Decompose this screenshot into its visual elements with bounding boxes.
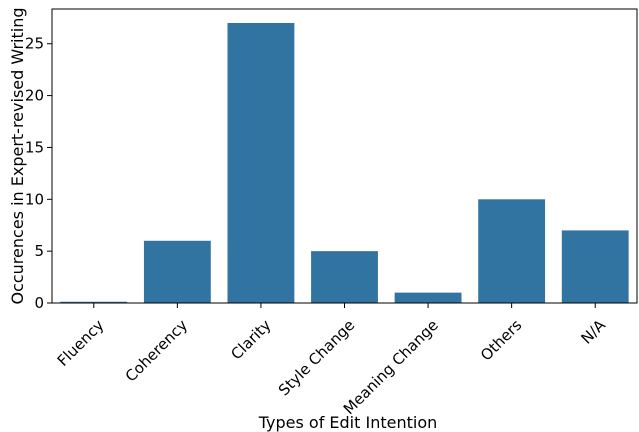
y-tick-label-15: 15 xyxy=(25,138,44,156)
y-axis-ticks: 0 5 10 15 20 25 xyxy=(25,35,52,312)
x-tick-label-coherency: Coherency xyxy=(122,316,191,385)
y-tick-label-10: 10 xyxy=(25,190,44,208)
bar-n-a xyxy=(561,230,629,303)
x-tick-label-others: Others xyxy=(477,316,526,365)
bar-style-change xyxy=(311,251,378,303)
bar-clarity xyxy=(227,23,295,303)
x-tick-label-clarity: Clarity xyxy=(227,316,274,363)
x-tick-label-fluency: Fluency xyxy=(54,316,108,370)
x-tick-label-n-a: N/A xyxy=(577,316,609,348)
x-axis-ticks: Fluency Coherency Clarity Style ChangeMeani… xyxy=(54,303,609,418)
y-tick-label-0: 0 xyxy=(34,294,44,312)
bar-coherency xyxy=(143,240,211,303)
y-tick-label-25: 25 xyxy=(25,35,44,53)
bar-others xyxy=(478,199,546,303)
bars-group xyxy=(60,23,629,304)
bar-meaning-change xyxy=(394,292,462,303)
x-tick-label-style-change: Style Change xyxy=(275,316,358,399)
plot-frame xyxy=(51,8,638,304)
y-tick-label-5: 5 xyxy=(34,242,44,260)
y-tick-label-20: 20 xyxy=(25,87,44,105)
y-axis-label: Occurences in Expert-revised Writing xyxy=(8,7,27,304)
x-axis-label: Types of Edit Intention xyxy=(258,413,438,432)
